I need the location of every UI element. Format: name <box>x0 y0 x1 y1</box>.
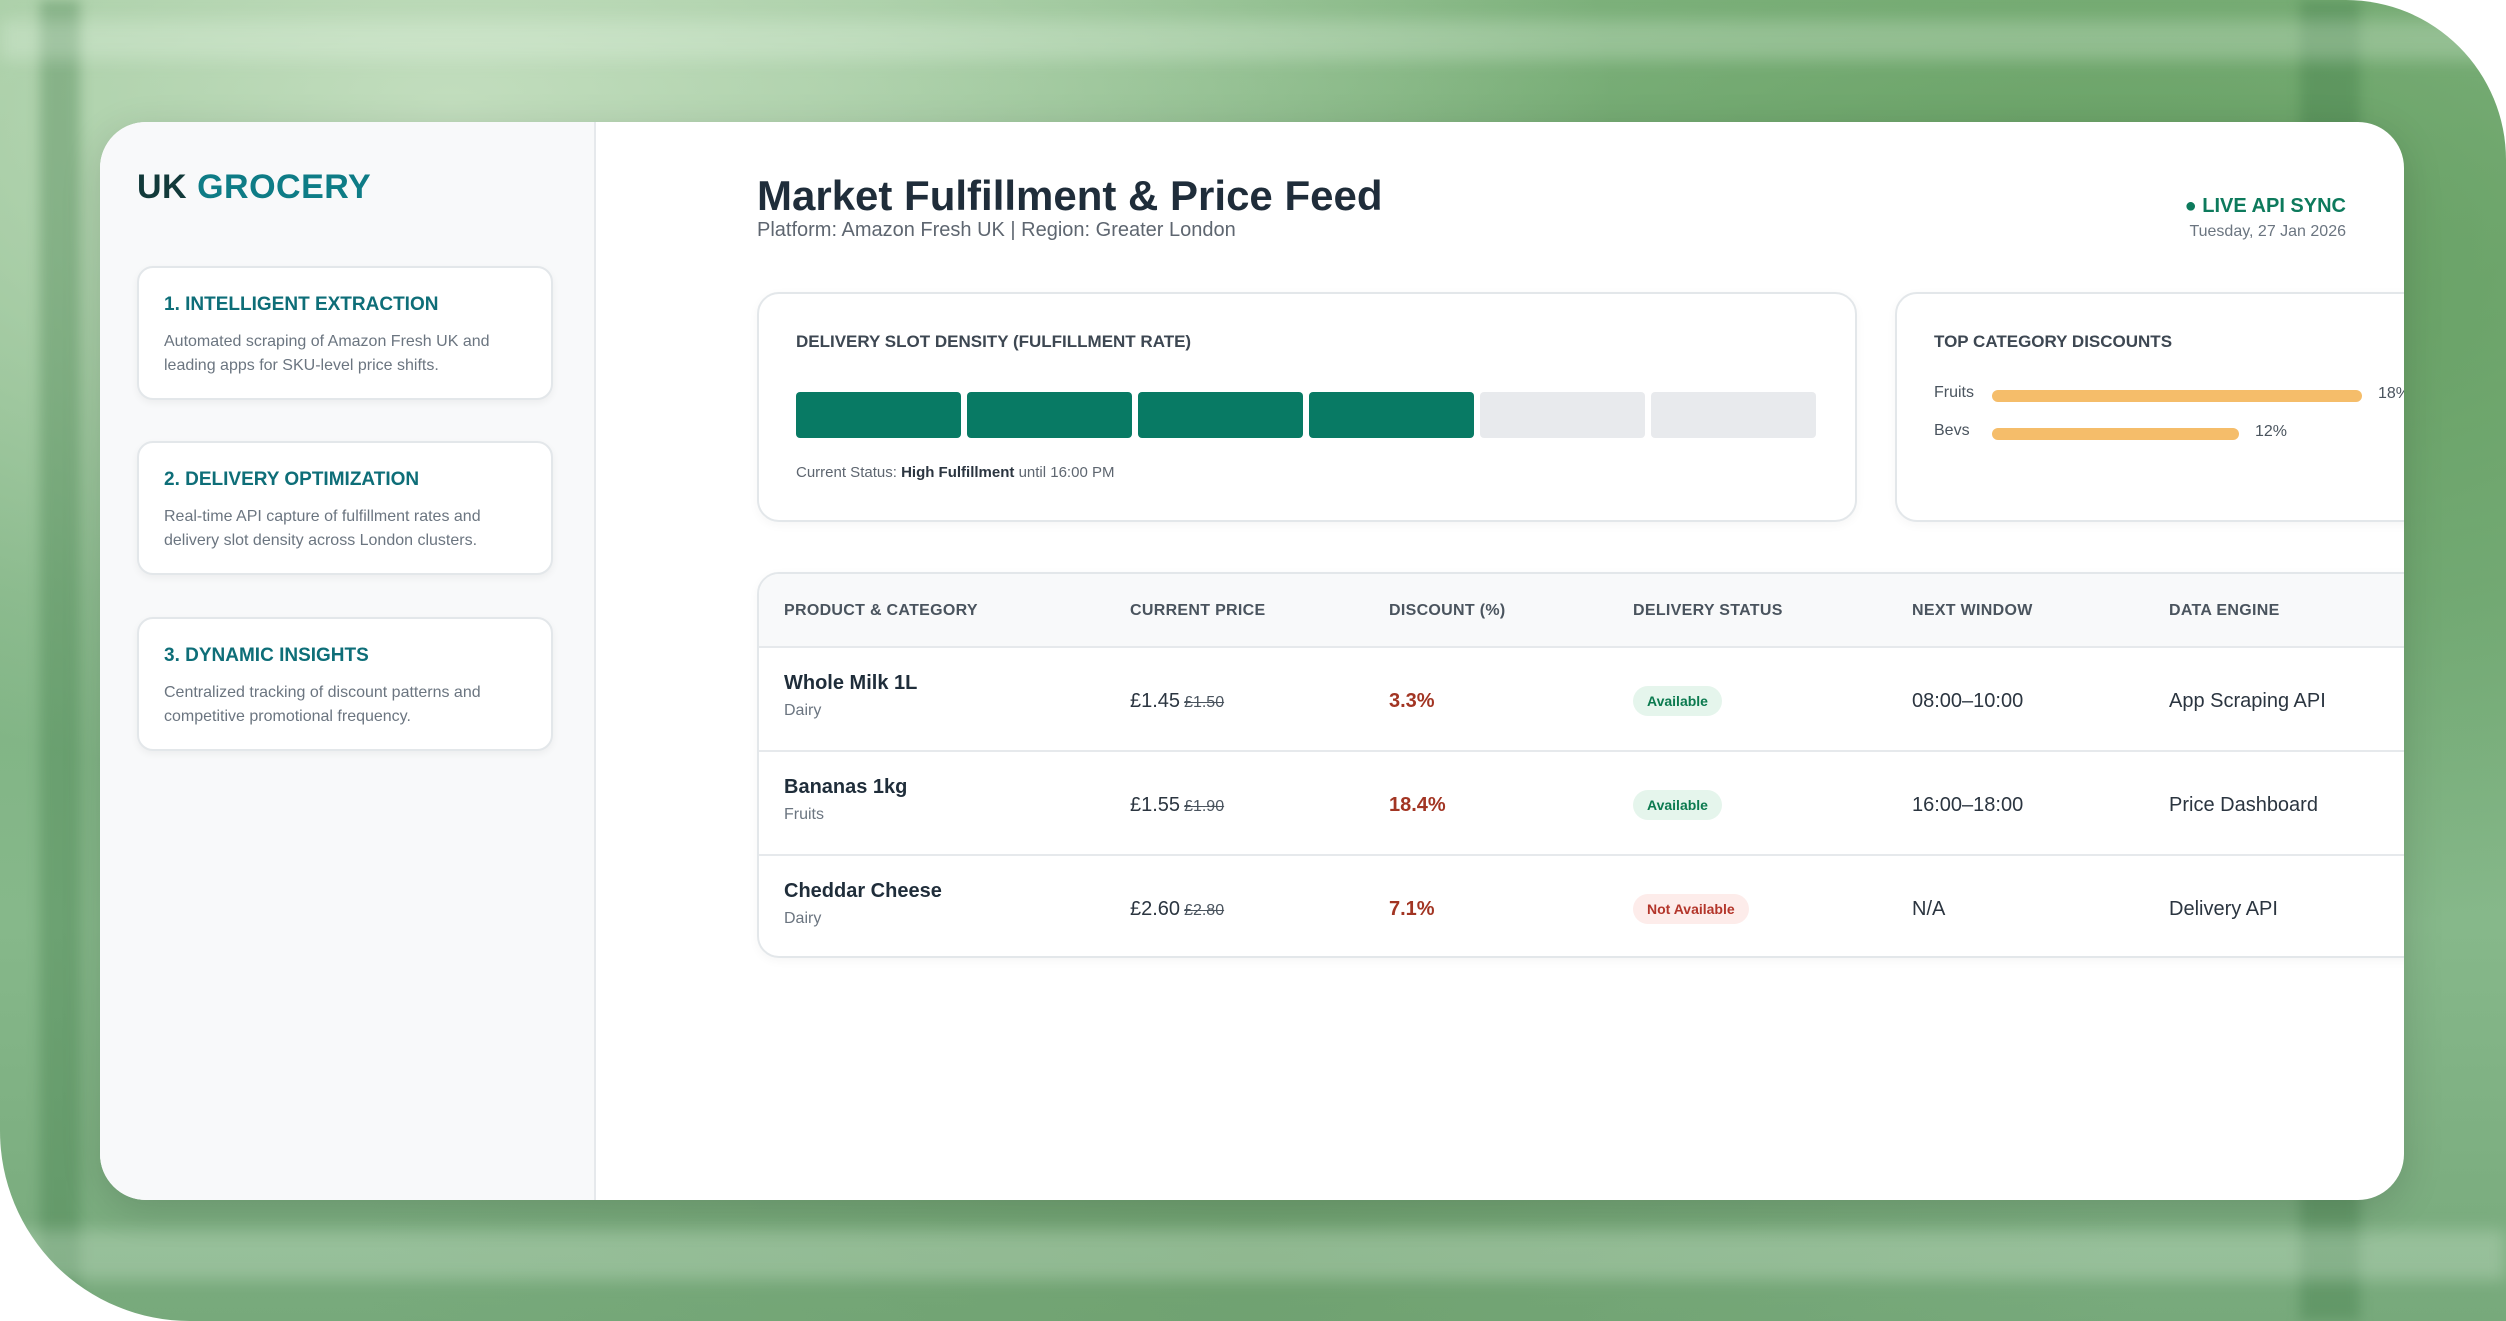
discount-value: 7.1% <box>1389 898 1435 920</box>
feature-card-delivery[interactable]: 2. DELIVERY OPTIMIZATION Real-time API c… <box>137 441 553 575</box>
slot-segment-empty <box>1480 392 1645 438</box>
slot-segment-filled <box>1309 392 1474 438</box>
discount-label: Bevs <box>1934 422 1970 439</box>
slot-density-bar <box>796 392 1816 438</box>
old-price: £1.90 <box>1184 798 1225 815</box>
slot-segment-filled <box>967 392 1132 438</box>
category-discounts-panel: TOP CATEGORY DISCOUNTS Fruits 18% Bevs 12% <box>1895 292 2404 522</box>
next-window: 08:00–10:00 <box>1912 690 2024 712</box>
discount-value-label: 12% <box>2255 423 2288 440</box>
old-price: £1.50 <box>1184 694 1225 711</box>
feature-title: 1. INTELLIGENT EXTRACTION <box>164 294 439 315</box>
panel-title: DELIVERY SLOT DENSITY (FULFILLMENT RATE) <box>796 332 1192 351</box>
discount-value: 3.3% <box>1389 690 1435 712</box>
product-category: Dairy <box>784 910 822 927</box>
table-row[interactable]: Cheddar Cheese Dairy £2.60 £2.80 7.1% Not… <box>759 854 2404 956</box>
table-row[interactable]: Bananas 1kg Fruits £1.55 £1.90 18.4% Avai… <box>759 750 2404 856</box>
discount-bar <box>1992 428 2239 440</box>
discount-value-label: 18% <box>2378 385 2404 402</box>
feature-desc: Automated scraping of Amazon Fresh UK an… <box>164 333 490 374</box>
sidebar: UK GROCERY 1. INTELLIGENT EXTRACTION Aut… <box>100 122 596 1200</box>
feature-desc: Real-time API capture of fulfillment rat… <box>164 508 481 549</box>
feature-card-insights[interactable]: 3. DYNAMIC INSIGHTS Centralized tracking… <box>137 617 553 751</box>
slot-density-panel: DELIVERY SLOT DENSITY (FULFILLMENT RATE)… <box>757 292 1857 522</box>
brand-prefix: UK <box>137 168 188 206</box>
data-engine: App Scraping API <box>2169 690 2326 712</box>
status-badge: Available <box>1633 686 1722 716</box>
page-subtitle: Platform: Amazon Fresh UK | Region: Grea… <box>757 219 1236 241</box>
status-badge: Available <box>1633 790 1722 820</box>
page-title: Market Fulfillment & Price Feed <box>757 172 1383 219</box>
col-product: PRODUCT & CATEGORY <box>784 602 978 619</box>
product-name: Bananas 1kg <box>784 776 908 798</box>
status-badge: Not Available <box>1633 894 1749 924</box>
live-sync-indicator: ● LIVE API SYNC <box>2184 195 2346 217</box>
next-window: 16:00–18:00 <box>1912 794 2024 816</box>
status-prefix: Current Status: <box>796 464 897 481</box>
brand-logo: UK GROCERY <box>137 168 371 207</box>
product-name: Whole Milk 1L <box>784 672 918 694</box>
col-status: DELIVERY STATUS <box>1633 602 1783 619</box>
slot-segment-filled <box>796 392 961 438</box>
old-price: £2.80 <box>1184 902 1225 919</box>
price-cell: £1.55 £1.90 <box>1130 794 1224 817</box>
price-cell: £2.60 £2.80 <box>1130 898 1224 921</box>
current-price: £1.45 <box>1130 690 1181 712</box>
current-date: Tuesday, 27 Jan 2026 <box>2189 223 2346 240</box>
col-engine: DATA ENGINE <box>2169 602 2280 619</box>
table-header: PRODUCT & CATEGORY CURRENT PRICE DISCOUN… <box>759 574 2404 646</box>
panel-title: TOP CATEGORY DISCOUNTS <box>1934 332 2173 351</box>
feature-desc: Centralized tracking of discount pattern… <box>164 684 481 725</box>
feature-title: 3. DYNAMIC INSIGHTS <box>164 645 369 666</box>
status-value: High Fulfillment <box>901 464 1015 481</box>
dashboard-card: UK GROCERY 1. INTELLIGENT EXTRACTION Aut… <box>100 122 2404 1200</box>
current-price: £1.55 <box>1130 794 1181 816</box>
current-price: £2.60 <box>1130 898 1181 920</box>
discount-bar <box>1992 390 2362 402</box>
feature-card-extraction[interactable]: 1. INTELLIGENT EXTRACTION Automated scra… <box>137 266 553 400</box>
col-discount: DISCOUNT (%) <box>1389 602 1506 619</box>
status-suffix: until 16:00 PM <box>1018 464 1115 481</box>
slot-segment-filled <box>1138 392 1303 438</box>
brand-accent: GROCERY <box>197 168 372 206</box>
product-name: Cheddar Cheese <box>784 880 942 902</box>
product-table: PRODUCT & CATEGORY CURRENT PRICE DISCOUN… <box>757 572 2404 958</box>
product-category: Dairy <box>784 702 822 719</box>
data-engine: Price Dashboard <box>2169 794 2318 816</box>
discount-value: 18.4% <box>1389 794 1446 816</box>
col-window: NEXT WINDOW <box>1912 602 2033 619</box>
price-cell: £1.45 £1.50 <box>1130 690 1224 713</box>
product-category: Fruits <box>784 806 824 823</box>
data-engine: Delivery API <box>2169 898 2278 920</box>
feature-title: 2. DELIVERY OPTIMIZATION <box>164 469 420 490</box>
slot-segment-empty <box>1651 392 1816 438</box>
col-price: CURRENT PRICE <box>1130 602 1266 619</box>
table-row[interactable]: Whole Milk 1L Dairy £1.45 £1.50 3.3% Avai… <box>759 646 2404 752</box>
next-window: N/A <box>1912 898 1946 920</box>
slot-status: Current Status: High Fulfillment until 1… <box>796 464 1114 481</box>
discount-label: Fruits <box>1934 384 1974 401</box>
